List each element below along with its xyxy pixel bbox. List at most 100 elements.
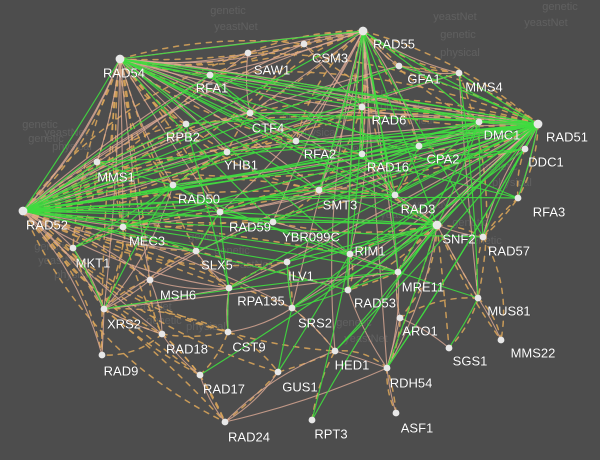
graph-node-ddc1[interactable] — [521, 145, 529, 153]
graph-node-rpt3[interactable] — [308, 416, 316, 424]
graph-node-rad57[interactable] — [479, 233, 487, 241]
graph-node-rad55[interactable] — [358, 26, 368, 36]
coexpression-edge — [22, 65, 400, 212]
node-label-slx5: SLX5 — [201, 257, 233, 272]
coexpression-edge — [122, 148, 526, 228]
genetic-edge — [209, 70, 539, 125]
watermark-label: genetic — [22, 119, 58, 131]
graph-node-mre11[interactable] — [394, 268, 402, 276]
genetic-edge — [386, 367, 397, 414]
genetic-edge — [172, 112, 539, 186]
node-label-rad18: RAD18 — [166, 341, 208, 356]
graph-node-cpa2[interactable] — [415, 142, 423, 150]
graph-node-rad18[interactable] — [158, 330, 166, 338]
graph-node-rfa1[interactable] — [206, 71, 214, 79]
graph-node-saw1[interactable] — [244, 49, 252, 57]
graph-node-ctf4[interactable] — [246, 109, 254, 117]
watermark-label: yeastNet — [214, 21, 257, 33]
graph-node-yhb1[interactable] — [223, 148, 231, 156]
graph-node-rfa2[interactable] — [292, 137, 300, 145]
graph-node-dmc1[interactable] — [475, 118, 483, 126]
graph-node-rad16[interactable] — [358, 150, 366, 158]
graph-node-hed1[interactable] — [331, 347, 339, 355]
graph-node-xrs2[interactable] — [100, 305, 108, 313]
graph-node-msh6[interactable] — [146, 276, 154, 284]
genetic-edge — [219, 189, 320, 213]
graph-node-rad59[interactable] — [216, 208, 224, 216]
physical-edge — [119, 58, 151, 281]
graph-node-rpb2[interactable] — [182, 120, 190, 128]
coexpression-edge — [311, 224, 438, 421]
genetic-edge — [482, 236, 505, 341]
graph-node-mus81[interactable] — [474, 294, 482, 302]
node-layer[interactable] — [18, 26, 543, 426]
graph-node-rdh54[interactable] — [383, 364, 391, 372]
watermark-label: genetic — [482, 161, 518, 173]
graph-node-csm3[interactable] — [300, 40, 308, 48]
physical-edge — [209, 74, 539, 125]
graph-node-gfa1[interactable] — [395, 62, 403, 70]
node-label-layer: RAD54 RFA1 SAW1 CSM3 RAD55 GFA1 MMS4 RPB2 CTF4 RA… — [26, 36, 589, 445]
graph-node-ybr099c[interactable] — [269, 218, 277, 226]
coexpression-edge — [318, 189, 396, 196]
watermark-label: physical — [52, 141, 92, 153]
physical-edge — [477, 297, 502, 341]
graph-node-slx5[interactable] — [192, 247, 200, 255]
node-label-rad51: RAD51 — [546, 129, 588, 144]
graph-node-rpa135[interactable] — [225, 284, 233, 292]
graph-node-mms4[interactable] — [455, 69, 463, 77]
physical-edge — [386, 224, 438, 369]
coexpression-edge — [122, 123, 539, 228]
graph-node-asf1[interactable] — [392, 409, 400, 417]
graph-node-sgs1[interactable] — [445, 344, 453, 352]
genetic-edge — [119, 58, 187, 125]
coexpression-edge — [228, 123, 539, 289]
graph-node-srs2[interactable] — [288, 304, 296, 312]
graph-node-rad24[interactable] — [221, 418, 229, 426]
graph-node-rad51[interactable] — [533, 119, 543, 129]
coexpression-edge — [219, 121, 480, 213]
coexpression-edge — [448, 297, 479, 349]
node-label-rfa2: RFA2 — [304, 146, 337, 161]
node-label-mec3: MEC3 — [129, 233, 165, 248]
graph-node-rad17[interactable] — [196, 371, 204, 379]
graph-node-mec3[interactable] — [119, 223, 127, 231]
graph-node-aro1[interactable] — [396, 314, 404, 322]
node-label-rpb2: RPB2 — [166, 129, 200, 144]
graph-node-rad3[interactable] — [391, 191, 399, 199]
physical-edge — [224, 371, 279, 423]
coexpression-edge — [22, 140, 297, 212]
graph-node-mkt1[interactable] — [69, 244, 77, 252]
coexpression-edge — [22, 58, 121, 212]
genetic-edge — [334, 349, 388, 369]
graph-node-cst9[interactable] — [224, 328, 232, 336]
graph-node-rim1[interactable] — [346, 250, 354, 258]
coexpression-edge — [517, 123, 539, 199]
graph-node-rfa3[interactable] — [514, 194, 522, 202]
graph-node-mms22[interactable] — [497, 336, 505, 344]
node-label-mre11: MRE11 — [402, 279, 444, 294]
physical-edge — [228, 123, 539, 289]
graph-node-rad6[interactable] — [358, 103, 366, 111]
graph-node-rad54[interactable] — [115, 54, 125, 64]
graph-node-mms1[interactable] — [93, 158, 101, 166]
physical-edge — [362, 30, 420, 147]
coexpression-edge — [22, 210, 351, 255]
graph-node-rad53[interactable] — [344, 286, 352, 294]
graph-node-ilv1[interactable] — [283, 258, 291, 266]
graph-node-gus1[interactable] — [274, 368, 282, 376]
graph-node-snf2[interactable] — [432, 220, 442, 230]
genetic-edge — [22, 58, 121, 212]
coexpression-edge — [347, 271, 399, 291]
graph-node-rad9[interactable] — [98, 351, 106, 359]
graph-node-rad52[interactable] — [18, 206, 28, 216]
watermark-label: yeastNet — [433, 11, 476, 23]
graph-node-rad50[interactable] — [169, 181, 177, 189]
graph-node-smt3[interactable] — [315, 186, 323, 194]
watermark-label: genetic — [28, 133, 64, 145]
physical-edge — [249, 30, 364, 114]
coexpression-edge — [119, 58, 320, 191]
node-label-rad50: RAD50 — [178, 191, 220, 206]
